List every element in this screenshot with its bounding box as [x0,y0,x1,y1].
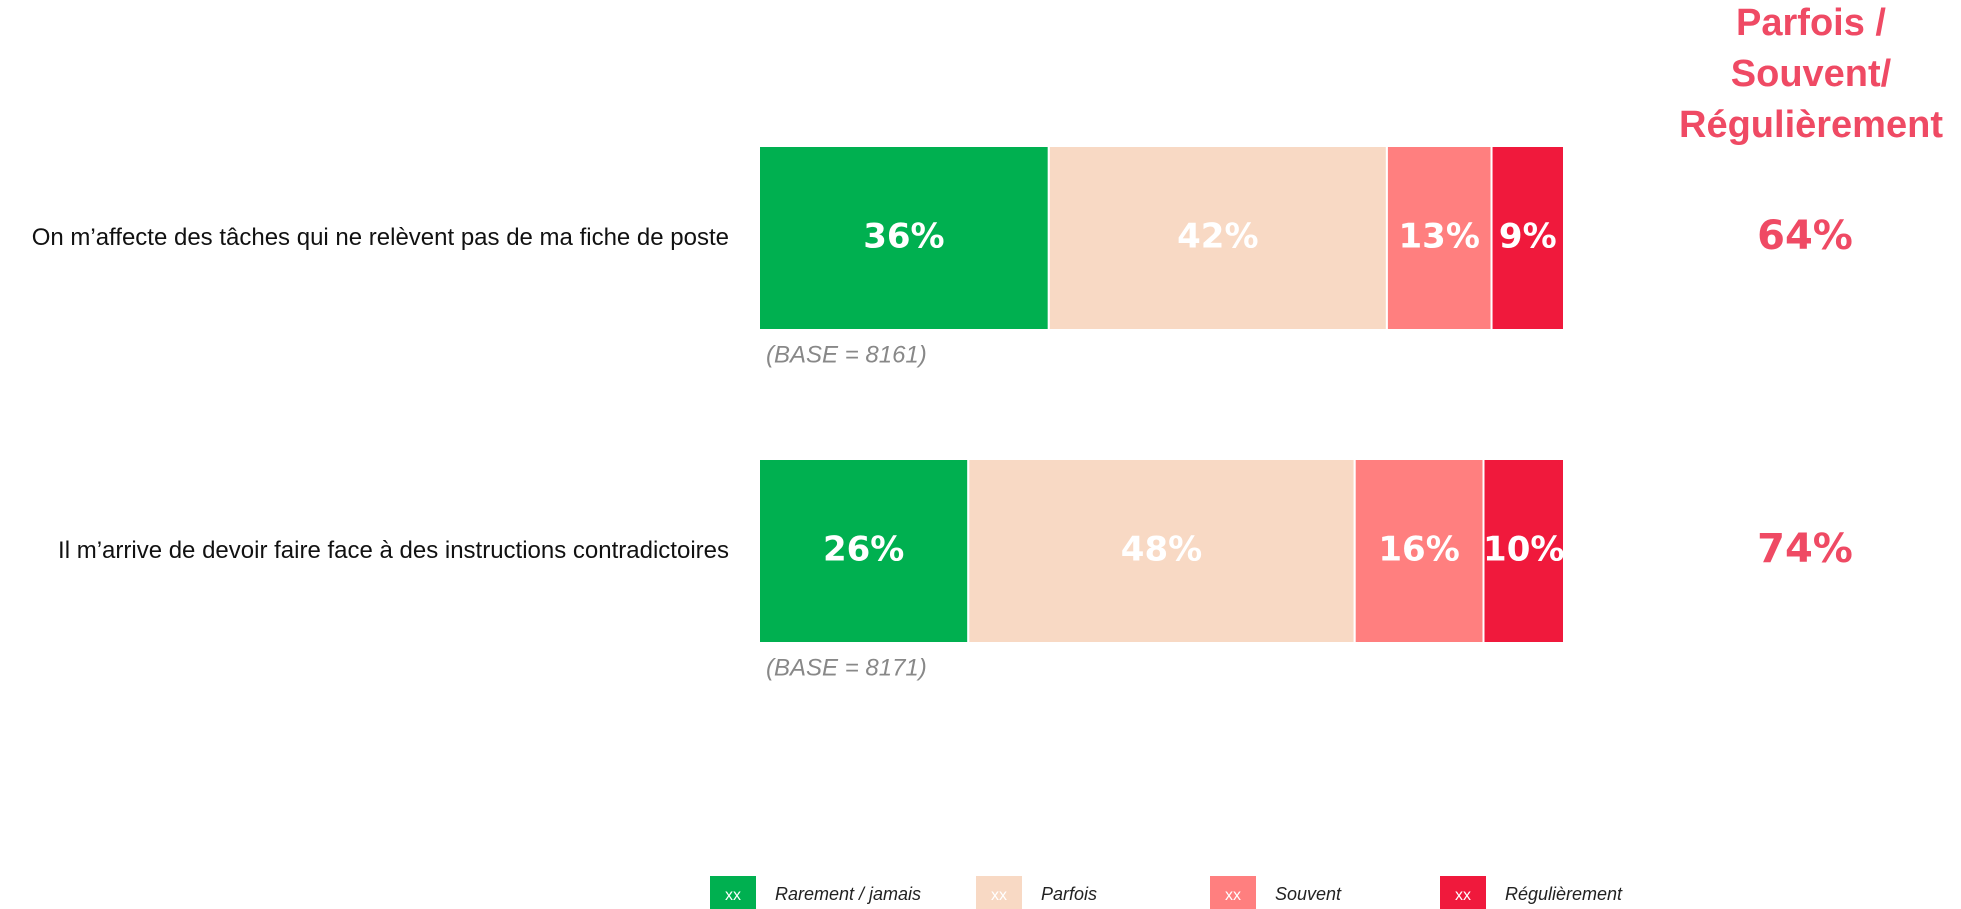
base-note: (BASE = 8161) [766,341,927,368]
value-label: 42% [1177,217,1258,257]
value-label: 13% [1399,217,1480,257]
base-note: (BASE = 8171) [766,654,927,681]
bar-segment [758,145,1050,331]
value-label: 48% [1121,530,1202,570]
bar-segment [758,458,970,644]
bar-segment [1482,458,1565,644]
legend-swatch-text: xx [1225,887,1241,904]
bar-segment [1047,145,1388,331]
category-label: On m’affecte des tâches qui ne relèvent … [31,224,729,251]
legend-swatch [1440,876,1486,909]
legend-label: Parfois [1041,884,1097,904]
value-label: 10% [1483,530,1564,570]
bar-segment [1353,458,1485,644]
value-label: 16% [1378,530,1459,570]
legend-label: Rarement / jamais [775,884,921,904]
legend-swatch-text: xx [725,887,741,904]
value-label: 26% [823,530,904,570]
value-label: 36% [863,217,944,257]
total-value: 64% [1757,213,1853,259]
value-label: 9% [1499,217,1557,257]
legend-swatch [710,876,756,909]
legend-swatch-text: xx [1455,887,1471,904]
total-value: 74% [1757,526,1853,572]
totals-title: Régulièrement [1679,104,1943,146]
legend-swatch [976,876,1022,909]
totals-title: Souvent/ [1731,53,1892,95]
bar-segment [1490,145,1566,331]
legend-label: Régulièrement [1505,884,1623,904]
bar-segment [967,458,1356,644]
category-label: Il m’arrive de devoir faire face à des i… [58,537,729,564]
legend-swatch-text: xx [991,887,1007,904]
totals-title: Parfois / [1736,2,1886,44]
legend-label: Souvent [1275,884,1342,904]
bar-segment [1385,145,1493,331]
legend-swatch [1210,876,1256,909]
